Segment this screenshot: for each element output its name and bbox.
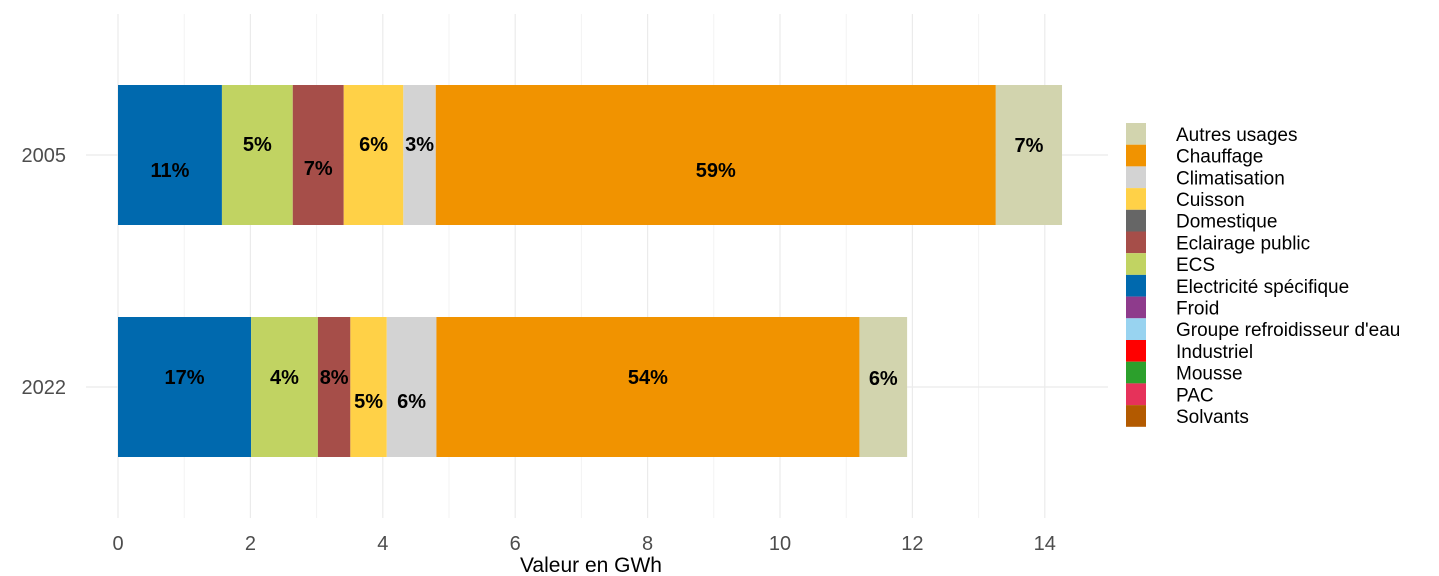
y-tick-label: 2022 — [22, 377, 67, 399]
data-labels: 11%5%7%6% 3%59%7%17% 4% 8%5% 6%54% 6% — [150, 134, 1043, 413]
legend-label: Froid — [1176, 298, 1219, 319]
legend-swatch — [1126, 340, 1146, 362]
data-label: 8% — [320, 367, 349, 389]
bar-eclairage-public-2005 — [292, 85, 344, 225]
bar-chauffage-2022 — [436, 317, 860, 457]
x-tick-label: 4 — [377, 533, 388, 555]
x-tick-label: 6 — [510, 533, 521, 555]
legend-label: Solvants — [1176, 407, 1249, 428]
x-tick-label: 0 — [112, 533, 123, 555]
data-label: 17% — [165, 367, 205, 389]
legend-swatch — [1126, 209, 1146, 232]
x-tick-label: 12 — [901, 533, 923, 555]
x-axis: 0 2 4 6 8 10 12 14 — [112, 533, 1055, 555]
bar-ecs-2005 — [221, 85, 293, 225]
legend-swatch — [1126, 166, 1146, 189]
data-label: 6% — [869, 368, 898, 390]
x-tick-label: 14 — [1034, 533, 1056, 555]
data-label: 59% — [696, 160, 736, 182]
data-label: 5% — [243, 134, 272, 156]
bar-climatisation-2005 — [403, 85, 436, 225]
bar-chauffage-2005 — [435, 85, 996, 225]
data-label: 6% — [397, 391, 426, 413]
data-label: 7% — [1014, 135, 1043, 157]
legend-label: Eclairage public — [1176, 233, 1310, 254]
legend-label: Domestique — [1176, 212, 1277, 233]
legend-swatch — [1126, 274, 1146, 297]
legend-label: Autres usages — [1176, 125, 1297, 146]
legend-label: Electricité spécifique — [1176, 277, 1349, 298]
legend-label: Industriel — [1176, 342, 1253, 363]
bar-autres-usages-2005 — [995, 85, 1063, 225]
x-tick-label: 10 — [769, 533, 791, 555]
bar-electricit-sp-cifique-2005 — [118, 85, 222, 225]
bar-cuisson-2005 — [343, 85, 404, 225]
legend-swatch — [1126, 253, 1146, 275]
legend: Autres usagesChauffageClimatisationCuiss… — [1126, 123, 1400, 428]
legend-label: Chauffage — [1176, 147, 1263, 168]
y-tick-label: 2005 — [22, 145, 67, 167]
data-label: 54% — [628, 367, 668, 389]
bar-autres-usages-2022 — [859, 317, 908, 457]
bar-climatisation-2022 — [386, 317, 437, 457]
data-label: 3% — [405, 134, 434, 156]
bar-eclairage-public-2022 — [317, 317, 351, 457]
legend-swatch — [1126, 188, 1146, 210]
legend-label: Climatisation — [1176, 168, 1285, 189]
bar-ecs-2022 — [251, 317, 318, 457]
legend-swatch — [1126, 361, 1146, 384]
bars — [118, 85, 1063, 457]
legend-swatch — [1126, 123, 1146, 145]
legend-label: Groupe refroidisseur d'eau — [1176, 320, 1400, 341]
legend-swatch — [1126, 383, 1146, 406]
y-axis: 2005 2022 — [22, 145, 67, 399]
bar-cuisson-2022 — [350, 317, 387, 457]
legend-label: ECS — [1176, 255, 1215, 276]
data-label: 5% — [354, 391, 383, 413]
legend-swatch — [1126, 144, 1146, 167]
legend-swatch — [1126, 405, 1146, 427]
legend-swatch — [1126, 318, 1146, 340]
data-label: 6% — [359, 134, 388, 156]
bar-electricit-sp-cifique-2022 — [118, 317, 252, 457]
data-label: 7% — [304, 158, 333, 180]
legend-label: Mousse — [1176, 364, 1243, 385]
data-label: 11% — [150, 160, 189, 182]
legend-swatch — [1126, 231, 1146, 254]
legend-label: Cuisson — [1176, 190, 1245, 211]
x-tick-label: 2 — [245, 533, 256, 555]
legend-label: PAC — [1176, 385, 1214, 406]
legend-swatch — [1126, 296, 1146, 319]
x-tick-label: 8 — [642, 533, 653, 555]
data-label: 4% — [270, 367, 299, 389]
x-axis-title: Valeur en GWh — [520, 554, 662, 576]
